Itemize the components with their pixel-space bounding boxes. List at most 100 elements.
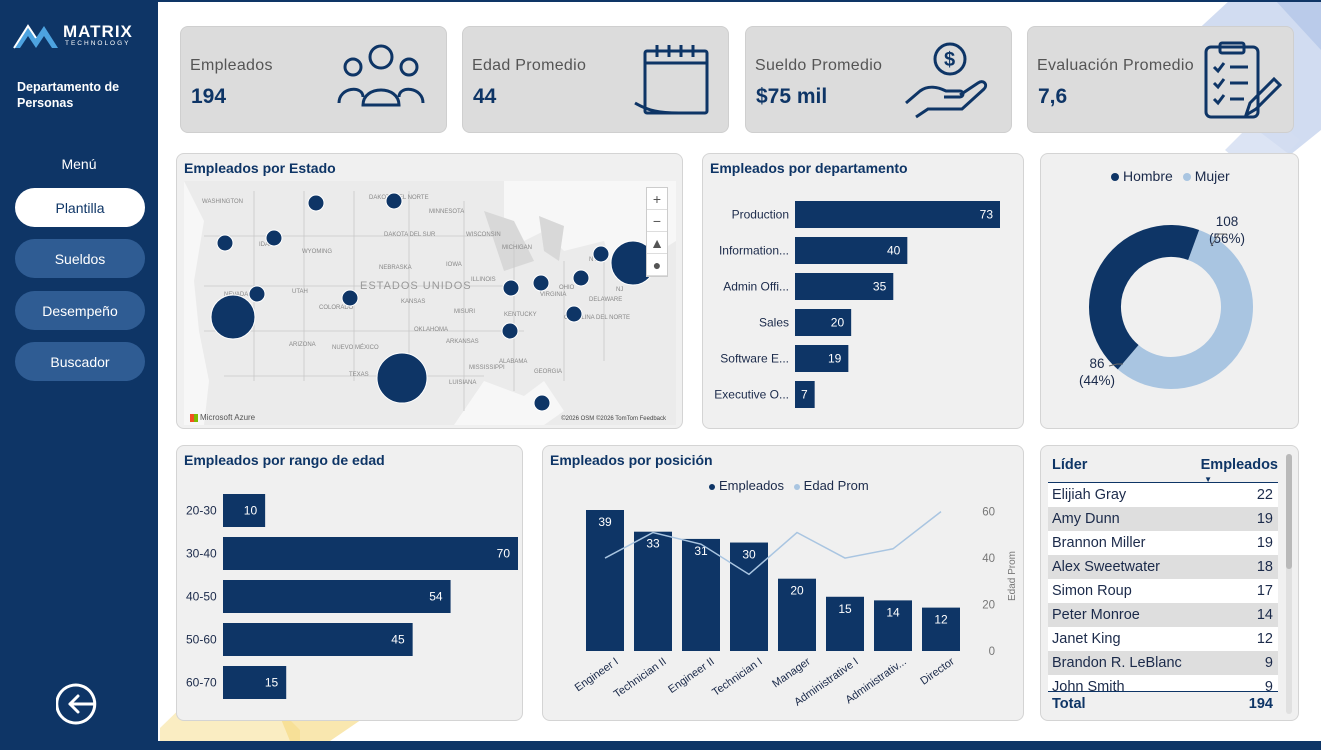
map-bubble[interactable]: [572, 269, 590, 287]
map-controls: + − ▲ ●: [646, 187, 668, 277]
map-state-label: LUISIANA: [449, 380, 476, 386]
bar[interactable]: [795, 345, 849, 372]
map-copyright: ©2026 OSM ©2026 TomTom Feedback: [561, 416, 666, 422]
bar[interactable]: [223, 666, 287, 699]
leader-employee-count: 22: [1256, 487, 1273, 503]
map-bubble[interactable]: [533, 394, 551, 412]
map-state-label: WISCONSIN: [466, 232, 501, 238]
leader-employee-count: 9: [1264, 655, 1273, 671]
leader-name: Brannon Miller: [1052, 535, 1146, 551]
bar-category-label: 60-70: [186, 676, 217, 690]
bar[interactable]: [223, 623, 413, 656]
edad-prom-line[interactable]: [604, 511, 942, 576]
donut-slice-hombre[interactable]: [1089, 225, 1200, 370]
map-bubble[interactable]: [565, 305, 583, 323]
map-state-label: GEORGIA: [534, 369, 562, 375]
map-state-label: IDAHO: [259, 242, 278, 248]
bar[interactable]: [778, 578, 816, 651]
compass-button[interactable]: ●: [647, 254, 667, 276]
map-state-label: COLORADO: [319, 305, 354, 311]
leader-name: Simon Roup: [1052, 583, 1132, 599]
map-bubble[interactable]: [216, 234, 234, 252]
bar[interactable]: [730, 542, 768, 651]
map-bubble[interactable]: [532, 274, 550, 292]
table-row[interactable]: Simon Roup 17: [1048, 579, 1278, 603]
donut-leader-line: [1210, 233, 1227, 247]
bar-category-label: Technician I: [710, 656, 764, 699]
map-bubble[interactable]: [501, 322, 519, 340]
bar[interactable]: [634, 531, 672, 651]
gender-legend: Hombre Mujer: [1111, 168, 1230, 184]
bar[interactable]: [682, 538, 720, 651]
bar-value-label: 45: [391, 633, 405, 647]
kpi-card-sueldo: Sueldo Promedio $75 mil $: [745, 26, 1012, 133]
leader-name: Janet King: [1052, 631, 1121, 647]
microsoft-logo-icon: [190, 413, 198, 422]
map-bubble[interactable]: [385, 192, 403, 210]
table-total-row: Total 194: [1048, 691, 1278, 715]
table-scrollbar[interactable]: [1286, 454, 1292, 714]
map-bubble[interactable]: [376, 352, 428, 404]
bar-category-label: Sales: [759, 316, 789, 330]
table-row[interactable]: Amy Dunn 19: [1048, 507, 1278, 531]
nav-plantilla-button[interactable]: Plantilla: [15, 188, 145, 227]
table-row[interactable]: Janet King 12: [1048, 627, 1278, 651]
map-bubble[interactable]: [248, 285, 266, 303]
bar[interactable]: [223, 494, 266, 527]
nav-sueldos-button[interactable]: Sueldos: [15, 239, 145, 278]
donut-slice-mujer[interactable]: [1117, 229, 1253, 389]
kpi-card-empleados: Empleados 194: [180, 26, 447, 133]
exit-icon[interactable]: [56, 680, 104, 728]
donut-pct-label: (44%): [1079, 373, 1115, 388]
table-row[interactable]: John Smith 9: [1048, 675, 1278, 691]
map-bubble[interactable]: [265, 229, 283, 247]
y2-tick-label: 60: [982, 507, 995, 519]
map-bubble[interactable]: [592, 245, 610, 263]
bar[interactable]: [795, 309, 852, 336]
map-bubble[interactable]: [341, 289, 359, 307]
leader-name: Elijiah Gray: [1052, 487, 1127, 503]
table-row[interactable]: Peter Monroe 14: [1048, 603, 1278, 627]
bar-category-label: Technician II: [612, 656, 669, 701]
table-row[interactable]: Brannon Miller 19: [1048, 531, 1278, 555]
bar[interactable]: [795, 273, 894, 300]
bar-category-label: Manager: [770, 655, 813, 690]
position-legend: Empleados Edad Prom: [709, 478, 869, 493]
bar[interactable]: [586, 510, 624, 651]
leader-employee-count: 17: [1256, 583, 1273, 599]
bar-value-label: 20: [790, 584, 804, 598]
bar-value-label: 20: [831, 316, 845, 330]
leader-table-card: Líder Empleados ▼ Elijiah Gray 22 Amy Dunn…: [1040, 445, 1299, 721]
scrollbar-thumb[interactable]: [1286, 454, 1292, 569]
bar[interactable]: [874, 600, 912, 651]
y2-tick-label: 40: [982, 553, 995, 565]
bar[interactable]: [795, 237, 908, 264]
bar[interactable]: [223, 580, 451, 613]
nav-buscador-button[interactable]: Buscador: [15, 342, 145, 381]
bar[interactable]: [826, 596, 864, 651]
table-row[interactable]: Brandon R. LeBlanc 9: [1048, 651, 1278, 675]
zoom-in-button[interactable]: +: [647, 188, 667, 210]
column-header-lider[interactable]: Líder: [1052, 457, 1088, 473]
bar[interactable]: [223, 537, 518, 570]
map-bubble[interactable]: [210, 294, 256, 340]
table-row[interactable]: Alex Sweetwater 18: [1048, 555, 1278, 579]
zoom-out-button[interactable]: −: [647, 210, 667, 232]
money-hand-icon: $: [905, 42, 988, 119]
bar[interactable]: [795, 381, 815, 408]
bar-value-label: 35: [873, 280, 887, 294]
bar-category-label: Software E...: [720, 352, 789, 366]
column-header-empleados[interactable]: Empleados: [1200, 457, 1278, 473]
table-row[interactable]: Elijiah Gray 22: [1048, 483, 1278, 507]
tilt-button[interactable]: ▲: [647, 232, 667, 254]
map-bubble[interactable]: [502, 279, 520, 297]
map-provider: Microsoft Azure: [200, 413, 256, 422]
brand-name: MATRIX: [63, 22, 133, 41]
nav-desempeno-button[interactable]: Desempeño: [15, 291, 145, 330]
bar[interactable]: [922, 607, 960, 651]
map-bubble[interactable]: [307, 194, 325, 212]
total-value: 194: [1248, 695, 1273, 712]
bar[interactable]: [795, 201, 1000, 228]
